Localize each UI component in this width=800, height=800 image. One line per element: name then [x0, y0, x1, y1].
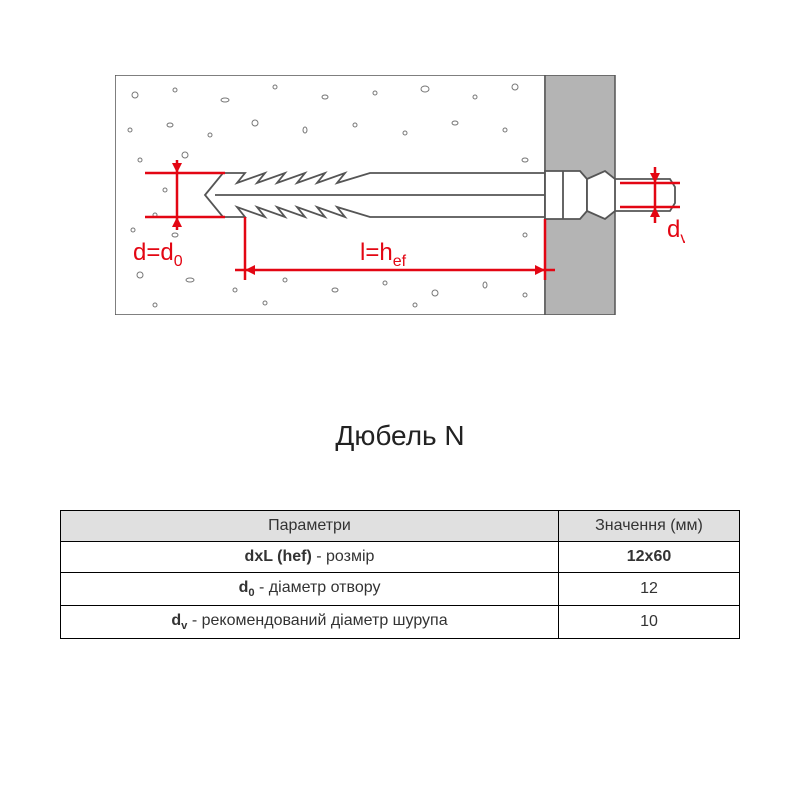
- value-cell: 12x60: [559, 542, 740, 573]
- param-cell: dxL (hef) - розмір: [61, 542, 559, 573]
- screw-head: [587, 171, 675, 219]
- col-value: Значення (мм): [559, 511, 740, 542]
- table-row: d0 - діаметр отвору12: [61, 573, 740, 606]
- param-cell: d0 - діаметр отвору: [61, 573, 559, 606]
- page-title: Дюбель N: [0, 420, 800, 452]
- dim-dv-label: dv: [667, 216, 685, 247]
- param-cell: dv - рекомендований діаметр шурупа: [61, 606, 559, 639]
- col-param: Параметри: [61, 511, 559, 542]
- table-row: dv - рекомендований діаметр шурупа10: [61, 606, 740, 639]
- installation-diagram: d=d0 l=hef dv: [115, 75, 685, 315]
- value-cell: 12: [559, 573, 740, 606]
- parameters-table: Параметри Значення (мм) dxL (hef) - розм…: [60, 510, 740, 639]
- table-row: dxL (hef) - розмір12x60: [61, 542, 740, 573]
- value-cell: 10: [559, 606, 740, 639]
- table-header-row: Параметри Значення (мм): [61, 511, 740, 542]
